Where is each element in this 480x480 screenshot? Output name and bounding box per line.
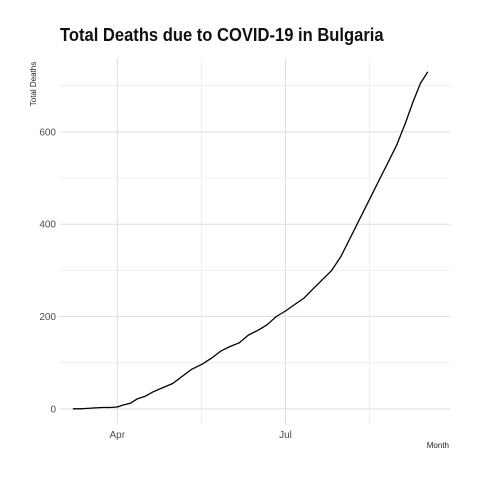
y-axis-title: Total Deaths xyxy=(29,62,38,106)
y-tick-label-0: 0 xyxy=(50,404,56,415)
x-tick-labels: Apr Jul xyxy=(110,430,292,441)
series-line-0 xyxy=(72,71,429,410)
x-axis-title: Month xyxy=(427,441,449,450)
chart-title: Total Deaths due to COVID-19 in Bulgaria xyxy=(60,25,384,45)
y-tick-label-400: 400 xyxy=(39,220,56,231)
series-group xyxy=(72,71,429,410)
y-tick-labels: 0 200 400 600 xyxy=(39,127,56,415)
y-tick-label-600: 600 xyxy=(39,127,56,138)
minor-gridlines xyxy=(60,58,450,425)
major-gridlines xyxy=(60,58,450,425)
x-tick-label-0: Apr xyxy=(110,430,126,441)
x-tick-label-1: Jul xyxy=(279,430,292,441)
y-tick-label-200: 200 xyxy=(39,312,56,323)
